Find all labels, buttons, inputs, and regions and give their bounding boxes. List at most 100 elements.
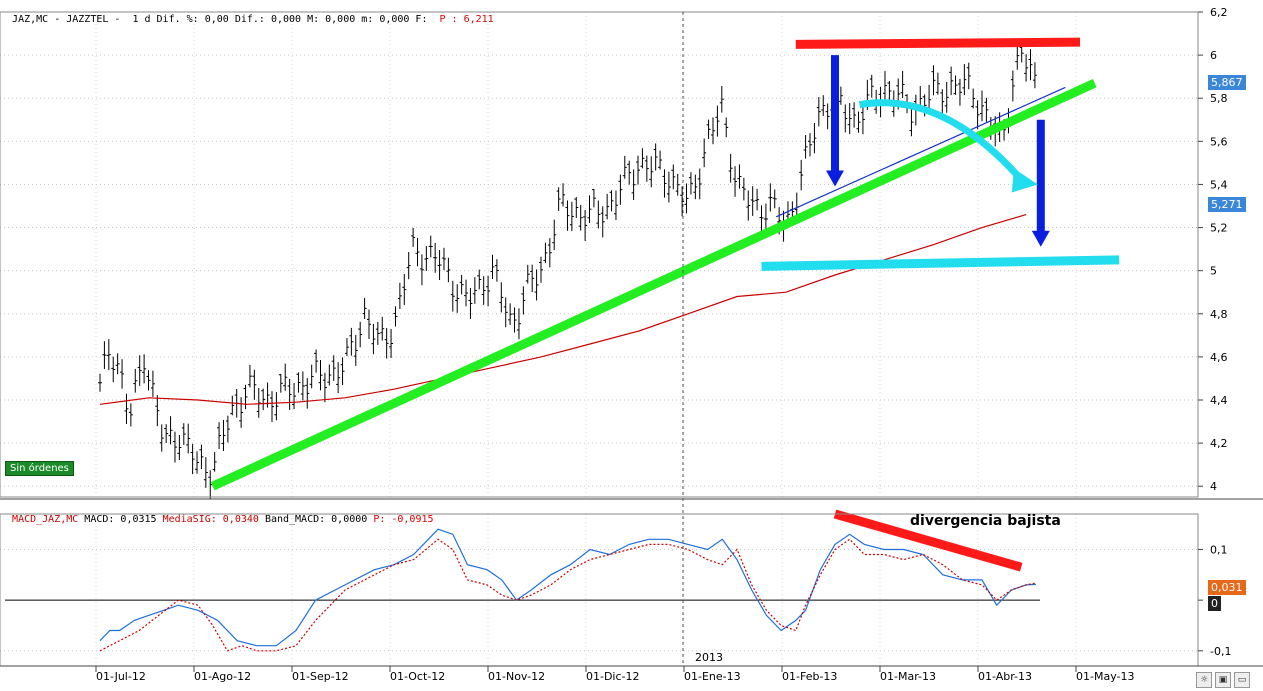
ohlc-bar bbox=[662, 169, 667, 198]
ohlc-bar bbox=[168, 416, 173, 445]
settings-icon[interactable]: ☼ bbox=[1196, 672, 1212, 688]
ohlc-bar bbox=[631, 169, 636, 201]
ohlc-bar bbox=[322, 372, 327, 403]
ohlc-bar bbox=[741, 177, 746, 201]
ohlc-bar bbox=[583, 209, 588, 241]
ohlc-bar bbox=[177, 435, 182, 460]
ohlc-bar bbox=[172, 431, 177, 463]
window-icon[interactable]: ▭ bbox=[1234, 672, 1250, 688]
ohlc-bar bbox=[812, 122, 817, 154]
ohlc-bar bbox=[869, 74, 874, 98]
ohlc-bar bbox=[397, 282, 402, 310]
ohlc-bar bbox=[340, 357, 345, 386]
ohlc-bar bbox=[98, 373, 102, 392]
ohlc-bar bbox=[331, 355, 336, 381]
ohlc-bar bbox=[120, 359, 125, 389]
ohlc-bar bbox=[296, 372, 301, 393]
ohlc-bar bbox=[821, 95, 826, 116]
year-label: 2013 bbox=[695, 651, 723, 664]
ohlc-bar bbox=[825, 103, 830, 130]
ohlc-bar bbox=[539, 256, 543, 283]
ohlc-bar bbox=[569, 201, 574, 232]
macd-line bbox=[99, 528, 1036, 647]
macd-header: MACD_JAZ,MC MACD: 0,0315 MediaSIG: 0,034… bbox=[0, 500, 433, 525]
ohlc-bar bbox=[680, 186, 685, 217]
ohlc-bar bbox=[292, 383, 297, 410]
macd-prefix: MACD_JAZ,MC bbox=[12, 514, 85, 525]
ohlc-bar bbox=[931, 65, 936, 96]
month-label: 01-Jul-12 bbox=[96, 670, 146, 683]
ohlc-bar bbox=[710, 117, 715, 145]
ohlc-bar bbox=[155, 395, 160, 427]
ohlc-bar bbox=[887, 80, 892, 102]
ohlc-bar bbox=[803, 135, 808, 159]
ohlc-bar bbox=[697, 168, 702, 200]
ohlc-bar bbox=[115, 353, 120, 375]
ohlc-bar bbox=[596, 200, 601, 229]
down-arrow bbox=[1031, 119, 1050, 247]
ohlc-bar bbox=[512, 307, 517, 333]
ohlc-bar bbox=[799, 159, 804, 191]
ohlc-bar bbox=[957, 78, 962, 106]
ohlc-bar bbox=[450, 280, 455, 312]
ohlc-bar bbox=[221, 419, 226, 451]
ohlc-bar bbox=[675, 173, 680, 196]
ohlc-bar bbox=[327, 364, 332, 386]
ohlc-bar bbox=[106, 339, 111, 371]
ohlc-bar bbox=[882, 71, 887, 100]
signal-line bbox=[99, 538, 1037, 652]
ohlc-bar bbox=[609, 190, 614, 212]
ohlc-bar bbox=[768, 183, 773, 212]
ohlc-bar bbox=[468, 287, 473, 319]
ohlc-bar bbox=[715, 105, 720, 137]
ohlc-bar bbox=[627, 160, 632, 185]
ohlc-bar bbox=[102, 341, 107, 369]
price-series bbox=[99, 214, 1027, 405]
ohlc-bar bbox=[274, 392, 279, 421]
target-line bbox=[761, 255, 1120, 271]
ohlc-bar bbox=[944, 81, 949, 113]
ohlc-bar bbox=[525, 264, 530, 284]
ohlc-bar bbox=[671, 164, 676, 190]
ohlc-bar bbox=[688, 172, 693, 195]
price-annotations bbox=[210, 37, 1120, 491]
ohlc-bar bbox=[816, 97, 821, 127]
ohlc-bar bbox=[565, 200, 570, 231]
ohlc-bar bbox=[111, 356, 116, 383]
ohlc-bar bbox=[217, 422, 222, 449]
month-label: 01-Feb-13 bbox=[782, 670, 837, 683]
ohlc-bar bbox=[949, 66, 954, 96]
ohlc-bar bbox=[962, 64, 967, 96]
ohlc-bar bbox=[838, 86, 843, 105]
price-tick-label: 4,4 bbox=[1210, 394, 1228, 407]
ohlc-bar bbox=[164, 424, 169, 444]
ohlc-bar bbox=[508, 303, 513, 325]
ohlc-bar bbox=[137, 355, 142, 386]
ohlc-bar bbox=[459, 274, 464, 295]
ohlc-bar bbox=[402, 274, 407, 306]
ohlc-bar bbox=[702, 138, 707, 168]
ohlc-bar bbox=[706, 119, 711, 139]
ohlc-bar bbox=[808, 133, 813, 157]
ohlc-bar bbox=[261, 388, 266, 411]
ohlc-bar bbox=[543, 242, 548, 264]
price-tick-label: 4,6 bbox=[1210, 351, 1228, 364]
ohlc-bar bbox=[843, 104, 848, 133]
ohlc-bar bbox=[516, 308, 521, 340]
print-icon[interactable]: ▣ bbox=[1215, 672, 1231, 688]
ohlc-bar bbox=[406, 252, 411, 280]
ohlc-bar bbox=[186, 423, 191, 454]
ohlc-bar bbox=[243, 384, 248, 410]
ohlc-bar bbox=[481, 276, 486, 305]
resistance-line bbox=[795, 37, 1081, 49]
curved-arrow bbox=[858, 99, 1038, 193]
down-arrow bbox=[826, 55, 844, 187]
ohlc-bar bbox=[287, 378, 292, 410]
price-symbol: JAZ,MC - JAZZTEL - bbox=[12, 14, 127, 25]
ohlc-bar bbox=[574, 197, 579, 218]
ohlc-bar bbox=[349, 327, 354, 356]
ohlc-bar bbox=[953, 75, 958, 95]
month-label: 01-Abr-13 bbox=[978, 670, 1032, 683]
channel-trendline bbox=[775, 86, 1066, 218]
ohlc-bar bbox=[159, 424, 164, 452]
